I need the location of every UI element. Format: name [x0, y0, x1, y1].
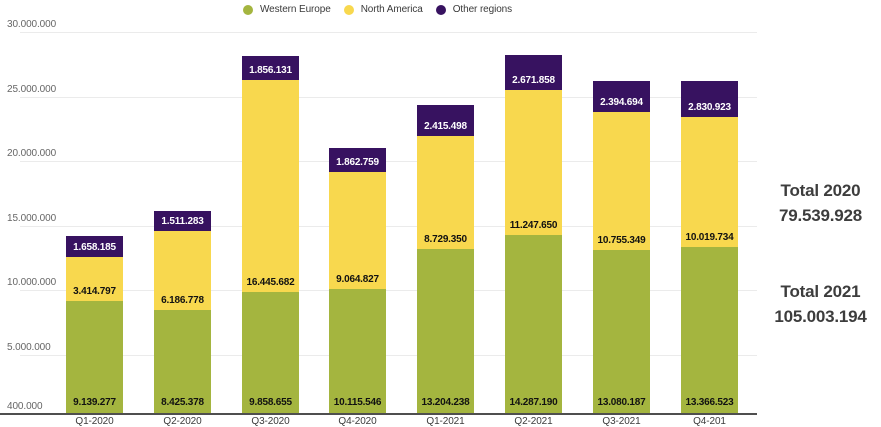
bar-value-label-north-america-q2-2021: 11.247.650: [509, 219, 558, 231]
bar-segment-north-america-q2-2020[interactable]: [154, 230, 211, 311]
bar-value-label-north-america-q3-2021: 10.755.349: [597, 235, 646, 247]
legend-item-label: Other regions: [452, 4, 513, 15]
bar-value-label-other-regions-q2-2020: 1.511.283: [161, 215, 204, 227]
x-axis-category-label: Q1-2021: [426, 416, 465, 427]
legend-item-label: North America: [360, 4, 423, 15]
bar-segment-other-regions-q1-2021[interactable]: [417, 104, 474, 137]
bar-segment-other-regions-q3-2020[interactable]: [242, 55, 299, 80]
y-axis-tick-label: 15.000.000: [7, 212, 57, 224]
total-2020-label: Total 2020: [780, 181, 861, 200]
bar-value-label-western-europe-q1-2021: 13.204.238: [421, 397, 470, 408]
total-2020-value: 79.539.928: [778, 206, 863, 225]
bar-segment-other-regions-q2-2021[interactable]: [505, 55, 562, 90]
bar-value-label-north-america-q1-2020: 3.414.797: [73, 286, 116, 298]
bar-segment-western-europe-q3-2020[interactable]: [242, 291, 299, 414]
legend-item-other-regions[interactable]: Other regions: [435, 4, 513, 15]
total-2021-value: 105.003.194: [774, 307, 867, 326]
bar-segment-other-regions-q1-2020[interactable]: [66, 235, 123, 258]
chart-legend: Western Europe North America Other regions: [243, 4, 512, 15]
bar-value-label-other-regions-q3-2021: 2.394.694: [600, 96, 643, 108]
legend-dot-icon-western-europe: [243, 4, 253, 15]
bar-segment-other-regions-q3-2021[interactable]: [593, 80, 650, 112]
bar-value-label-western-europe-q2-2020: 8.425.378: [161, 397, 204, 408]
bar-value-label-other-regions-q2-2021: 2.671.858: [512, 74, 555, 86]
bar-value-label-north-america-q4-2020: 9.064.827: [336, 273, 379, 285]
y-axis-tick-label: 20.000.000: [7, 148, 57, 160]
y-axis-tick-label: 5.000.000: [7, 341, 51, 353]
bar-segment-north-america-q4-201[interactable]: [681, 117, 738, 247]
total-2021-block: Total 2021 105.003.194: [763, 279, 878, 329]
bar-value-label-western-europe-q2-2021: 14.287.190: [509, 397, 558, 408]
bar-value-label-western-europe-q1-2020: 9.139.277: [73, 397, 116, 408]
legend-dot-icon-north-america: [343, 4, 354, 15]
bar-segment-western-europe-q3-2021[interactable]: [593, 250, 650, 414]
gridline: [20, 354, 757, 356]
bar-segment-north-america-q3-2020[interactable]: [242, 79, 299, 292]
x-axis-category-label: Q4-2020: [338, 416, 377, 427]
legend-dot-icon-other-regions: [435, 4, 446, 15]
y-axis-tick-label: 30.000.000: [7, 19, 57, 30]
bar-value-label-other-regions-q3-2020: 1.856.131: [249, 64, 292, 76]
x-axis-category-label: Q3-2021: [602, 416, 641, 427]
bar-segment-other-regions-q4-2020[interactable]: [329, 147, 386, 172]
bar-value-label-western-europe-q4-201: 13.366.523: [685, 397, 734, 408]
bar-segment-north-america-q3-2021[interactable]: [593, 111, 650, 251]
bar-value-label-north-america-q4-201: 10.019.734: [685, 231, 734, 243]
total-2021-label: Total 2021: [780, 282, 861, 301]
bar-segment-western-europe-q1-2020[interactable]: [66, 301, 123, 414]
bar-segment-north-america-q1-2020[interactable]: [66, 257, 123, 302]
bar-value-label-western-europe-q3-2020: 9.858.655: [249, 397, 292, 408]
bar-segment-other-regions-q4-201[interactable]: [681, 80, 738, 118]
bar-segment-north-america-q2-2021[interactable]: [505, 89, 562, 235]
gridline: [20, 161, 757, 163]
bar-value-label-other-regions-q4-201: 2.830.923: [688, 102, 731, 114]
bar-value-label-north-america-q1-2021: 8.729.350: [424, 233, 467, 245]
bar-value-label-other-regions-q1-2020: 1.658.185: [73, 242, 116, 254]
bar-value-label-other-regions-q4-2020: 1.862.759: [336, 156, 379, 168]
x-axis-category-label: Q1-2020: [75, 416, 114, 427]
bar-segment-north-america-q1-2021[interactable]: [417, 136, 474, 249]
bar-segment-north-america-q4-2020[interactable]: [329, 171, 386, 289]
x-axis-category-label: Q2-2021: [514, 416, 553, 427]
bar-value-label-western-europe-q4-2020: 10.115.546: [333, 397, 382, 408]
bar-segment-western-europe-q4-201[interactable]: [681, 246, 738, 414]
bar-value-label-north-america-q2-2020: 6.186.778: [161, 295, 204, 307]
gridline: [20, 225, 757, 227]
x-axis-category-label: Q2-2020: [163, 416, 202, 427]
legend-item-western-europe[interactable]: Western Europe: [243, 4, 331, 15]
gridline: [20, 32, 757, 33]
bar-segment-western-europe-q1-2021[interactable]: [417, 248, 474, 414]
bar-value-label-other-regions-q1-2021: 2.415.498: [424, 121, 467, 133]
x-axis-category-label: Q3-2020: [251, 416, 290, 427]
y-axis-tick-label: 10.000.000: [7, 277, 57, 289]
bar-segment-western-europe-q2-2020[interactable]: [154, 310, 211, 414]
bar-value-label-western-europe-q3-2021: 13.080.187: [597, 397, 646, 408]
gridline: [20, 96, 757, 98]
bar-segment-other-regions-q2-2020[interactable]: [154, 211, 211, 231]
bar-value-label-north-america-q3-2020: 16.445.682: [246, 276, 295, 288]
x-axis-category-label: Q4-201: [693, 416, 726, 427]
total-2020-block: Total 2020 79.539.928: [763, 178, 878, 228]
x-axis-line: [0, 413, 757, 415]
bar-segment-western-europe-q2-2021[interactable]: [505, 234, 562, 414]
legend-item-north-america[interactable]: North America: [343, 4, 423, 15]
gridline: [20, 290, 757, 292]
legend-item-label: Western Europe: [260, 4, 331, 15]
bar-segment-western-europe-q4-2020[interactable]: [329, 288, 386, 414]
y-axis-tick-label: 25.000.000: [7, 83, 57, 95]
y-axis-tick-label: 400.000: [7, 401, 43, 412]
